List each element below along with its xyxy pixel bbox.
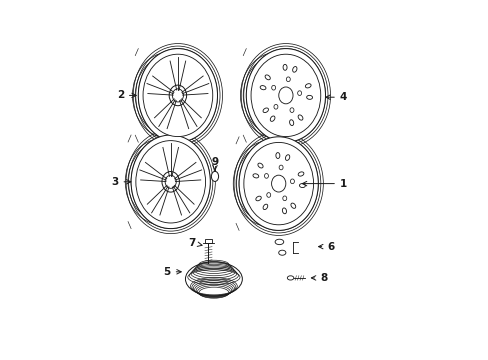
- Ellipse shape: [165, 175, 176, 188]
- Ellipse shape: [275, 239, 283, 245]
- Ellipse shape: [162, 171, 179, 192]
- Text: 3: 3: [111, 177, 131, 187]
- Text: 7: 7: [188, 238, 202, 248]
- Text: 5: 5: [163, 267, 181, 277]
- Text: 6: 6: [318, 242, 334, 252]
- Ellipse shape: [131, 135, 210, 229]
- Text: 2: 2: [117, 90, 136, 100]
- Text: 1: 1: [302, 179, 346, 189]
- Ellipse shape: [278, 250, 285, 255]
- Text: 9: 9: [211, 157, 218, 170]
- Ellipse shape: [211, 171, 218, 181]
- Ellipse shape: [278, 87, 292, 104]
- Ellipse shape: [143, 54, 212, 136]
- Ellipse shape: [246, 49, 325, 142]
- Ellipse shape: [271, 175, 285, 192]
- Ellipse shape: [138, 49, 217, 142]
- Ellipse shape: [169, 85, 186, 106]
- Ellipse shape: [250, 54, 320, 136]
- Ellipse shape: [172, 89, 183, 102]
- Text: 4: 4: [325, 92, 346, 102]
- Ellipse shape: [287, 276, 293, 280]
- Text: 8: 8: [311, 273, 326, 283]
- Ellipse shape: [239, 137, 318, 230]
- Ellipse shape: [136, 141, 205, 223]
- Ellipse shape: [244, 143, 313, 225]
